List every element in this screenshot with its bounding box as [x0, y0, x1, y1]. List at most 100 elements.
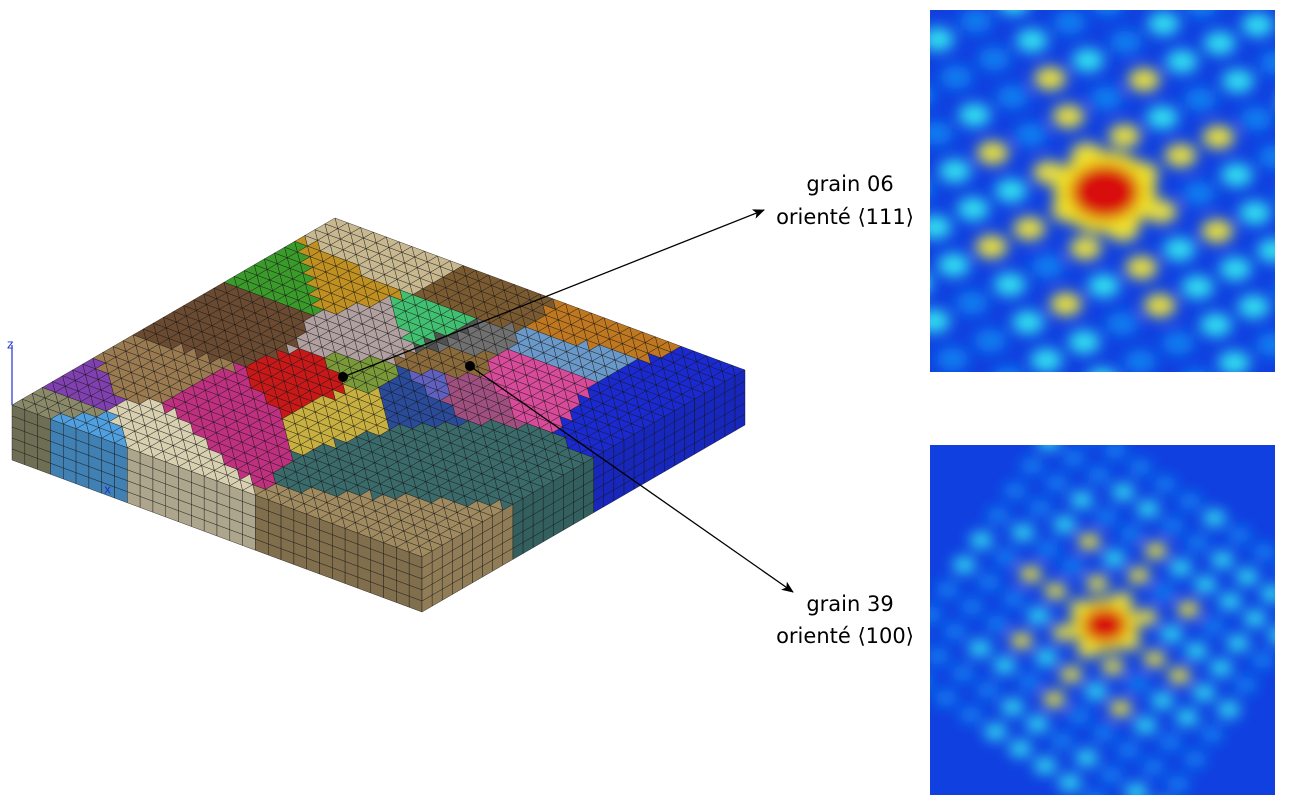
diffraction-spot — [846, 64, 878, 88]
diffraction-spot — [1256, 332, 1275, 357]
diffraction-spot — [975, 235, 1008, 259]
diffraction-spot — [995, 366, 1022, 372]
diffraction-spot — [1268, 627, 1275, 644]
diffraction-spot — [1186, 369, 1207, 372]
diffraction-spot — [935, 581, 959, 599]
diffraction-spot — [1092, 724, 1116, 742]
diffraction-spot — [1077, 533, 1101, 551]
diffraction-spot — [1166, 775, 1190, 793]
diffraction-spot — [1111, 483, 1135, 501]
diffraction-spot — [1219, 257, 1252, 281]
diffraction-spot — [1025, 715, 1049, 733]
diffraction-spot — [993, 272, 1026, 297]
diffraction-spot — [1001, 698, 1024, 716]
diffraction-spot — [1059, 666, 1083, 683]
diffraction-spot — [1144, 542, 1168, 560]
diffraction-spot — [1104, 445, 1127, 459]
diffraction-spot — [1054, 408, 1077, 425]
diffraction-spot — [977, 573, 1001, 591]
diffraction-spot — [951, 664, 975, 682]
diffraction-spot — [1101, 658, 1125, 676]
diffraction-spot — [1181, 275, 1214, 299]
diffraction-spot — [1014, 122, 1047, 147]
diffraction-spot — [1222, 69, 1254, 93]
diffraction-spot — [1193, 576, 1217, 593]
diffraction-spot — [1030, 348, 1063, 372]
diffraction-spot — [1028, 499, 1052, 517]
diffraction-spot — [1027, 607, 1050, 625]
diffraction-spot — [882, 234, 914, 258]
diffraction-spot — [1011, 524, 1035, 541]
diffraction-spot — [934, 689, 958, 707]
diffraction-spot — [1084, 683, 1108, 700]
diffraction-spot — [1108, 124, 1141, 148]
diffraction-spot — [1235, 568, 1259, 586]
diffraction-spot — [1145, 199, 1178, 224]
diffraction-spot — [1201, 617, 1225, 635]
diffraction-spot — [1152, 584, 1176, 601]
diffraction-spot — [940, 65, 973, 90]
diffraction-spot — [1251, 651, 1275, 669]
diffraction-image-100 — [930, 408, 1275, 795]
diffraction-spot — [1146, 105, 1179, 130]
diffraction-spot — [1013, 216, 1046, 241]
diffraction-spot — [1278, 89, 1290, 113]
diffraction-spot — [1160, 625, 1183, 643]
diffraction-spot — [1069, 236, 1102, 260]
diffraction-spot — [930, 27, 954, 52]
diffraction-spot — [1003, 482, 1027, 500]
mesh-element — [421, 594, 433, 613]
diffraction-spot — [809, 82, 841, 106]
diffraction-spot — [1087, 274, 1120, 298]
diffraction-spot — [1034, 66, 1067, 91]
diffraction-spot — [1200, 726, 1224, 743]
diffraction-spot — [1062, 449, 1086, 467]
diffraction-spot — [959, 706, 983, 724]
arrow — [342, 209, 765, 378]
diffraction-spot — [1125, 255, 1158, 280]
diffraction-spot — [1044, 582, 1067, 600]
diffraction-spot — [1176, 600, 1200, 618]
diffraction-spot — [1199, 313, 1232, 337]
diffraction-spot — [1100, 766, 1123, 784]
diffraction-spot — [1143, 650, 1166, 668]
diffraction-spot — [1010, 632, 1034, 650]
diffraction-spot — [960, 598, 984, 616]
z-axis-label: z — [7, 338, 13, 352]
diffraction-spot — [1127, 567, 1151, 584]
diffraction-spot — [968, 640, 992, 657]
diffraction-spot — [1186, 10, 1217, 18]
diffraction-spot — [1128, 458, 1152, 476]
diffraction-spot — [1184, 642, 1208, 660]
diffraction-spot — [1053, 10, 1086, 35]
diffraction-spot — [1051, 624, 1075, 642]
diffraction-spot — [1134, 716, 1157, 734]
diffraction-spot — [1049, 386, 1081, 410]
diffraction-spot — [1018, 673, 1041, 691]
diffraction-spot — [1183, 750, 1207, 768]
diffraction-spot — [1257, 238, 1275, 263]
diffraction-spot — [994, 548, 1018, 566]
diffraction-spot — [1237, 294, 1270, 319]
diffraction-spot — [1226, 634, 1250, 652]
diffraction-spot — [1124, 783, 1148, 795]
diffraction-spot — [1049, 292, 1082, 316]
grain-label: grain 39 — [806, 592, 893, 616]
diffraction-spot — [1020, 457, 1044, 475]
diffraction-spot — [1032, 160, 1065, 185]
diffraction-spot — [1015, 28, 1048, 53]
diffraction-spot — [1068, 330, 1101, 354]
diffraction-spot — [1050, 732, 1074, 750]
diffraction-spot — [1203, 31, 1236, 56]
diffraction-spot — [974, 328, 1007, 353]
diffraction-spot — [1258, 144, 1275, 169]
grain-label: grain 06 — [806, 172, 893, 196]
central-peak — [1071, 164, 1139, 220]
diffraction-spot — [1143, 293, 1176, 318]
diffraction-spot — [1217, 701, 1241, 719]
diffraction-spot — [952, 556, 976, 574]
diffraction-spot — [996, 85, 1029, 109]
diffraction-spot — [1036, 541, 1060, 558]
grain-mesh — [11, 217, 746, 613]
diffraction-spot — [1234, 676, 1258, 694]
